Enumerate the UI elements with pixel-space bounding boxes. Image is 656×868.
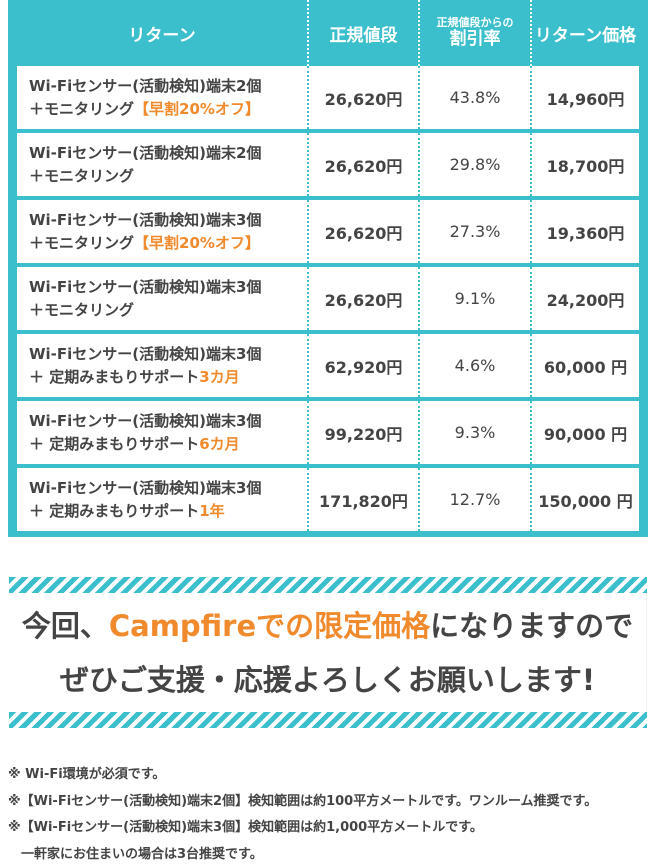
return-name-highlight: 6カ月 (199, 435, 239, 453)
table-header: リターン 正規値段 正規値段からの 割引率 リターン価格 (17, 0, 639, 66)
header-discount-top: 正規値段からの (437, 16, 514, 29)
regular-price: 99,220円 (307, 401, 418, 464)
return-name: Wi-Fiセンサー(活動検知)端末3個 ＋モニタリング (17, 267, 307, 330)
return-name-line2: ＋ 定期みまもりサポート1年 (29, 500, 261, 523)
return-price: 19,360円 (530, 200, 639, 263)
header-discount-bottom: 割引率 (450, 29, 501, 49)
message-pre: 今回、 (22, 609, 109, 643)
return-name-line2: ＋ 定期みまもりサポート3カ月 (29, 366, 261, 389)
message-line2: ぜひご支援・応援よろしくお願いします! (9, 653, 646, 707)
message-highlight: Campfireでの限定価格 (109, 609, 430, 643)
return-name-highlight: 3カ月 (199, 368, 239, 386)
regular-price: 26,620円 (307, 200, 418, 263)
table-row: Wi-Fiセンサー(活動検知)端末2個＋モニタリング【早割20%オフ】 26,6… (17, 66, 639, 129)
regular-price: 171,820円 (307, 468, 418, 531)
note: ※【Wi-Fiセンサー(活動検知)端末2個】検知範囲は約100平方メートルです。… (8, 789, 597, 816)
discount-rate: 43.8% (418, 66, 530, 129)
return-price: 90,000 円 (530, 401, 639, 464)
table-row: Wi-Fiセンサー(活動検知)端末2個 ＋モニタリング 26,620円 29.8%… (17, 133, 639, 196)
return-name-plan: ＋ 定期みまもりサポート (29, 502, 199, 520)
regular-price: 62,920円 (307, 334, 418, 397)
regular-price: 26,620円 (307, 133, 418, 196)
notes: ※ Wi-Fi環境が必須です。 ※【Wi-Fiセンサー(活動検知)端末2個】検知… (8, 762, 597, 868)
return-price-table: リターン 正規値段 正規値段からの 割引率 リターン価格 Wi-Fiセンサー(活… (8, 0, 648, 537)
return-name: Wi-Fiセンサー(活動検知)端末3個＋ 定期みまもりサポート3カ月 (17, 334, 307, 397)
discount-rate: 27.3% (418, 200, 530, 263)
return-price: 60,000 円 (530, 334, 639, 397)
return-price: 18,700円 (530, 133, 639, 196)
regular-price: 26,620円 (307, 267, 418, 330)
stripe-divider-bottom (9, 712, 647, 728)
discount-rate: 29.8% (418, 133, 530, 196)
table-row: Wi-Fiセンサー(活動検知)端末3個＋ 定期みまもりサポート3カ月 62,92… (17, 334, 639, 397)
table-row: Wi-Fiセンサー(活動検知)端末3個＋ 定期みまもりサポート6カ月 99,22… (17, 401, 639, 464)
return-name-line2: ＋モニタリング (29, 165, 261, 188)
discount-rate: 4.6% (418, 334, 530, 397)
return-name-line2: ＋モニタリング【早割20%オフ】 (29, 232, 261, 255)
regular-price: 26,620円 (307, 66, 418, 129)
return-name-plan: ＋モニタリング (29, 167, 134, 185)
return-name-highlight: 1年 (199, 502, 224, 520)
return-name-plan: ＋ 定期みまもりサポート (29, 368, 199, 386)
return-name: Wi-Fiセンサー(活動検知)端末2個＋モニタリング【早割20%オフ】 (17, 66, 307, 129)
return-name-plan: ＋モニタリング (29, 234, 134, 252)
return-name-line1: Wi-Fiセンサー(活動検知)端末2個 (29, 142, 261, 165)
header-regular-price: 正規値段 (307, 0, 418, 66)
note: ※ Wi-Fi環境が必須です。 (8, 762, 597, 789)
return-name: Wi-Fiセンサー(活動検知)端末3個＋ 定期みまもりサポート6カ月 (17, 401, 307, 464)
return-name-line1: Wi-Fiセンサー(活動検知)端末3個 (29, 343, 261, 366)
return-name-line2: ＋ 定期みまもりサポート6カ月 (29, 433, 261, 456)
discount-rate: 12.7% (418, 468, 530, 531)
return-name-plan: ＋モニタリング (29, 100, 134, 118)
return-name-line1: Wi-Fiセンサー(活動検知)端末3個 (29, 410, 261, 433)
return-name: Wi-Fiセンサー(活動検知)端末3個＋モニタリング【早割20%オフ】 (17, 200, 307, 263)
return-name-plan: ＋ 定期みまもりサポート (29, 435, 199, 453)
return-name: Wi-Fiセンサー(活動検知)端末3個＋ 定期みまもりサポート1年 (17, 468, 307, 531)
return-name-line1: Wi-Fiセンサー(活動検知)端末3個 (29, 209, 261, 232)
discount-rate: 9.3% (418, 401, 530, 464)
return-name-line1: Wi-Fiセンサー(活動検知)端末2個 (29, 75, 261, 98)
return-name-line2: ＋モニタリング (29, 299, 261, 322)
header-return-price: リターン価格 (530, 0, 639, 66)
table-row: Wi-Fiセンサー(活動検知)端末3個＋ 定期みまもりサポート1年 171,82… (17, 468, 639, 531)
header-return: リターン (17, 0, 307, 66)
return-name-highlight: 【早割20%オフ】 (134, 100, 260, 118)
return-name: Wi-Fiセンサー(活動検知)端末2個 ＋モニタリング (17, 133, 307, 196)
limited-price-message: 今回、Campfireでの限定価格になりますので ぜひご支援・応援よろしくお願い… (9, 593, 647, 712)
stripe-divider-top (9, 577, 647, 593)
return-price: 150,000 円 (530, 468, 639, 531)
table-row: Wi-Fiセンサー(活動検知)端末3個＋モニタリング【早割20%オフ】 26,6… (17, 200, 639, 263)
message-post: になりますので (430, 609, 633, 643)
table-row: Wi-Fiセンサー(活動検知)端末3個＋モニタリング 26,620円 9.1% … (17, 267, 639, 330)
return-name-plan: ＋モニタリング (29, 301, 134, 319)
note: ※【Wi-Fiセンサー(活動検知)端末3個】検知範囲は約1,000平方メートルで… (8, 815, 597, 842)
header-discount: 正規値段からの 割引率 (418, 0, 530, 66)
return-name-line1: Wi-Fiセンサー(活動検知)端末3個 (29, 477, 261, 500)
return-price: 24,200円 (530, 267, 639, 330)
return-name-line1: Wi-Fiセンサー(活動検知)端末3個 (29, 276, 261, 299)
discount-rate: 9.1% (418, 267, 530, 330)
return-price: 14,960円 (530, 66, 639, 129)
return-name-highlight: 【早割20%オフ】 (134, 234, 260, 252)
note: 一軒家にお住まいの場合は3台推奨です。 (8, 842, 597, 868)
return-name-line2: ＋モニタリング【早割20%オフ】 (29, 98, 261, 121)
